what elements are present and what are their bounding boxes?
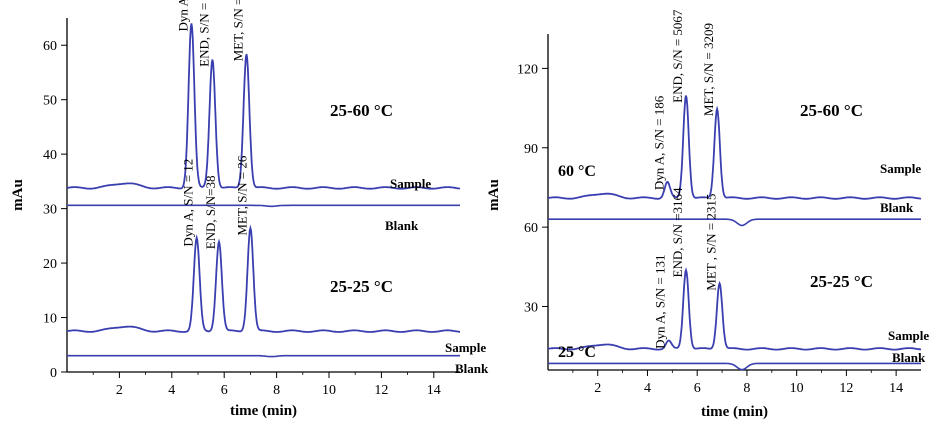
temperature-label: 60 °C (558, 163, 596, 180)
sample-trace (66, 224, 460, 333)
sample-tag: Sample (390, 176, 431, 191)
condition-label: 25-60 °C (330, 101, 393, 120)
blank-trace (67, 204, 460, 208)
sample-trace (66, 23, 461, 190)
y-tick-label: 90 (524, 142, 538, 157)
peak-label: MET , S/N = 2315 (704, 194, 719, 291)
condition-label: 25-25 °C (330, 277, 393, 296)
blank-tag: Blank (385, 218, 419, 233)
x-tick-label: 14 (427, 383, 441, 398)
condition-label: 25-60 °C (800, 101, 863, 120)
y-tick-label: 60 (43, 39, 57, 54)
x-tick-label: 8 (273, 383, 280, 398)
y-tick-label: 40 (43, 148, 57, 163)
y-tick-label: 10 (43, 312, 57, 327)
y-tick-label: 60 (524, 221, 538, 236)
y-tick-label: 30 (524, 301, 538, 316)
chart-panel-2: 2 4 6 8 10 12 14 30 60 90 120 time (min) mAu Dyn A, S… (486, 9, 929, 420)
x-tick-label: 6 (694, 381, 701, 396)
x-tick-label: 6 (221, 383, 228, 398)
y-axis-label: mAu (486, 179, 502, 211)
peak-label: MET, S/N = 3209 (701, 23, 716, 116)
sample-tag: Sample (445, 340, 486, 355)
peak-label: END, S/N = 52 (196, 0, 211, 67)
sample-trace (547, 267, 922, 351)
x-tick-label: 4 (644, 381, 651, 396)
x-tick-label: 12 (374, 383, 388, 398)
blank-trace (67, 354, 460, 358)
sample-tag: Sample (888, 328, 929, 343)
peak-label: Dyn A, S/N = 30 (175, 0, 190, 31)
x-tick-label: 12 (839, 381, 853, 396)
temperature-label: 25 °C (558, 344, 596, 361)
chart-panel-1: 2 4 6 8 10 12 14 0 10 20 30 40 50 60 time (min) mAu Dyn … (10, 0, 489, 419)
x-tick-label: 10 (790, 381, 804, 396)
sample-trace (547, 95, 922, 200)
x-axis-label: time (min) (230, 403, 297, 419)
blank-trace (548, 362, 921, 371)
peak-label: END, S/N = 5067 (670, 9, 685, 103)
x-tick-label: 2 (594, 381, 601, 396)
x-tick-label: 10 (322, 383, 336, 398)
peak-label: Dyn A, S/N = 12 (181, 159, 196, 247)
x-axis-label: time (min) (701, 404, 768, 420)
peak-label: Dyn A, S/N = 186 (651, 95, 666, 190)
y-tick-label: 0 (50, 366, 57, 381)
peak-label: END, S/N=38 (203, 176, 218, 250)
y-axis-label: mAu (10, 179, 26, 211)
peak-label: MET, S/N = 35 (230, 0, 245, 61)
sample-tag: Sample (880, 161, 921, 176)
y-tick-label: 50 (43, 94, 57, 109)
peak-label: Dyn A, S/N = 131 (653, 255, 668, 349)
y-tick-label: 30 (43, 203, 57, 218)
peak-label: END, S/N =3164 (670, 187, 685, 278)
x-tick-label: 4 (168, 383, 175, 398)
y-tick-label: 120 (517, 62, 538, 77)
y-tick-label: 20 (43, 257, 57, 272)
blank-tag: Blank (880, 200, 914, 215)
blank-trace (548, 218, 921, 227)
x-tick-label: 8 (743, 381, 750, 396)
x-tick-label: 14 (889, 381, 903, 396)
peak-label: MET, S/N = 26 (234, 155, 249, 236)
condition-label: 25-25 °C (810, 272, 873, 291)
blank-tag: Blank (455, 361, 489, 376)
blank-tag: Blank (892, 350, 926, 365)
x-tick-label: 2 (116, 383, 123, 398)
